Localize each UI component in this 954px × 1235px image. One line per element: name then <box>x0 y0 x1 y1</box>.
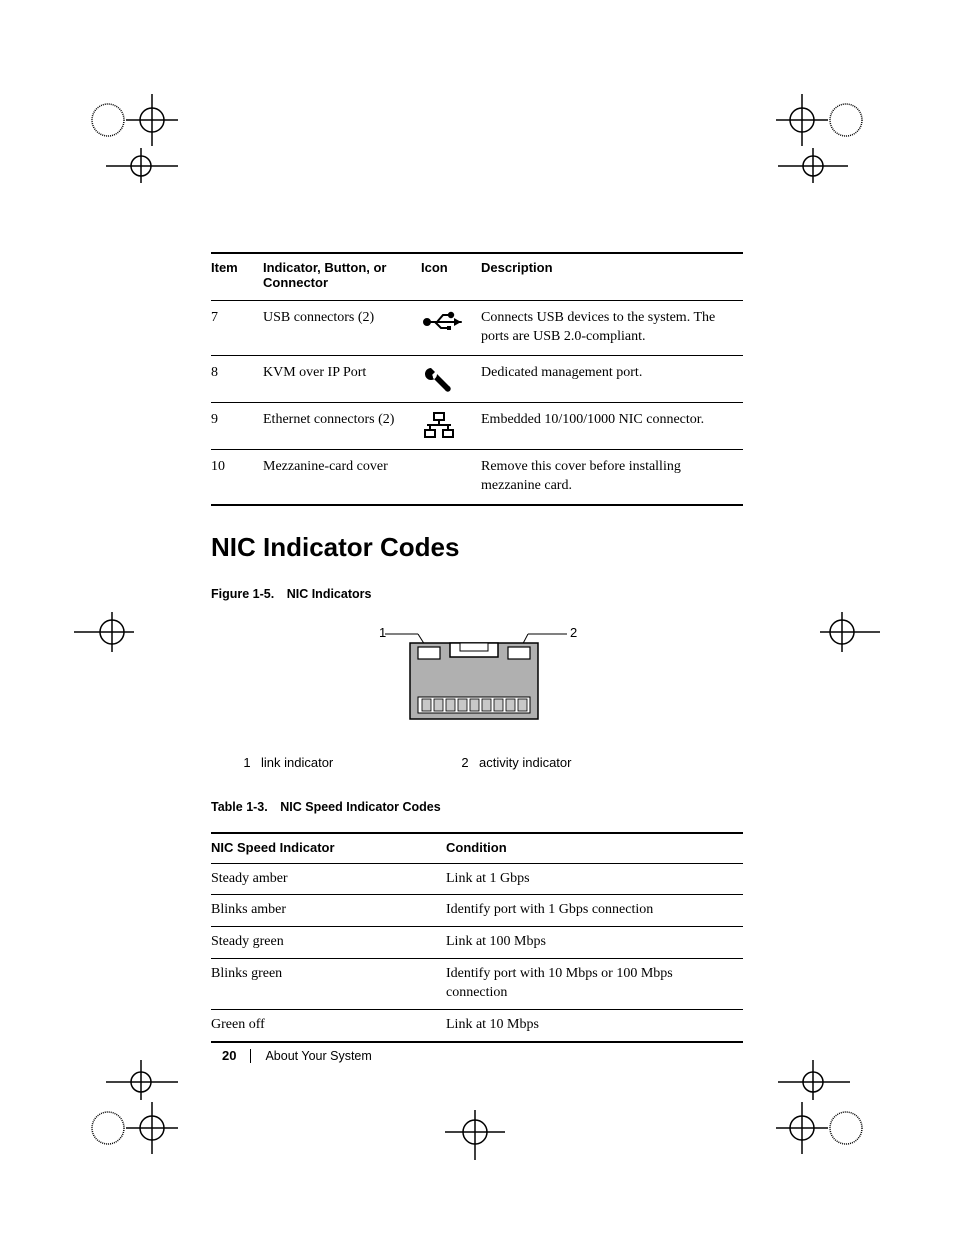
legend-label: link indicator <box>261 755 333 770</box>
cell-description: Embedded 10/100/1000 NIC connector. <box>481 402 743 449</box>
figure-legend: 1 link indicator 2 activity indicator <box>211 755 743 770</box>
table-row: Steady amber Link at 1 Gbps <box>211 863 743 895</box>
cell-item: 8 <box>211 355 263 402</box>
regmark-botcenter <box>440 1110 510 1170</box>
table-row: Blinks green Identify port with 10 Mbps … <box>211 959 743 1010</box>
network-icon <box>421 411 457 441</box>
regmark-midright <box>820 612 890 652</box>
figure-caption: Figure 1-5. NIC Indicators <box>211 587 743 601</box>
cell-description: Remove this cover before installing mezz… <box>481 449 743 504</box>
cell-condition: Identify port with 1 Gbps connection <box>446 895 743 927</box>
cell-item: 7 <box>211 301 263 356</box>
legend-num: 2 <box>451 755 479 770</box>
section-heading: NIC Indicator Codes <box>211 532 743 563</box>
regmark-midleft <box>64 612 134 652</box>
page-content: Item Indicator, Button, or Connector Ico… <box>211 252 743 1043</box>
callout-2-label: 2 <box>570 625 577 640</box>
table-header-row: NIC Speed Indicator Condition <box>211 833 743 864</box>
table-row: 8 KVM over IP Port Dedicated management … <box>211 355 743 402</box>
cell-description: Dedicated management port. <box>481 355 743 402</box>
cell-icon <box>421 402 481 449</box>
cell-indicator: Green off <box>211 1010 446 1042</box>
cell-condition: Link at 10 Mbps <box>446 1010 743 1042</box>
cell-indicator: Mezzanine-card cover <box>263 449 421 504</box>
th-description: Description <box>481 253 743 301</box>
cell-description: Connects USB devices to the system. The … <box>481 301 743 356</box>
th-indicator: Indicator, Button, or Connector <box>263 253 421 301</box>
legend-label: activity indicator <box>479 755 571 770</box>
cell-indicator: Blinks green <box>211 959 446 1010</box>
cell-indicator: Blinks amber <box>211 895 446 927</box>
cell-indicator: Ethernet connectors (2) <box>263 402 421 449</box>
th-icon: Icon <box>421 253 481 301</box>
cell-icon <box>421 449 481 504</box>
th-indicator: NIC Speed Indicator <box>211 833 446 864</box>
nic-figure: 1 2 <box>211 619 743 729</box>
cell-indicator: USB connectors (2) <box>263 301 421 356</box>
regmark-topleft <box>86 88 196 198</box>
table-row: 10 Mezzanine-card cover Remove this cove… <box>211 449 743 504</box>
cell-icon <box>421 301 481 356</box>
th-condition: Condition <box>446 833 743 864</box>
table-row: 7 USB connectors (2) <box>211 301 743 356</box>
regmark-botleft <box>86 1060 196 1170</box>
cell-icon <box>421 355 481 402</box>
wrench-icon <box>421 364 455 394</box>
cell-item: 10 <box>211 449 263 504</box>
th-item: Item <box>211 253 263 301</box>
page-number: 20 <box>222 1048 236 1063</box>
legend-item: 1 link indicator <box>211 755 451 770</box>
cell-item: 9 <box>211 402 263 449</box>
connector-table: Item Indicator, Button, or Connector Ico… <box>211 252 743 506</box>
table-row: Green off Link at 10 Mbps <box>211 1010 743 1042</box>
table-row: Steady green Link at 100 Mbps <box>211 927 743 959</box>
cell-condition: Link at 100 Mbps <box>446 927 743 959</box>
usb-icon <box>421 309 465 331</box>
cell-indicator: Steady green <box>211 927 446 959</box>
table-caption: Table 1-3. NIC Speed Indicator Codes <box>211 800 743 814</box>
chapter-name: About Your System <box>265 1049 371 1063</box>
table-row: Blinks amber Identify port with 1 Gbps c… <box>211 895 743 927</box>
regmark-botright <box>758 1060 868 1170</box>
legend-item: 2 activity indicator <box>451 755 571 770</box>
cell-condition: Link at 1 Gbps <box>446 863 743 895</box>
table-header-row: Item Indicator, Button, or Connector Ico… <box>211 253 743 301</box>
legend-num: 1 <box>233 755 261 770</box>
cell-condition: Identify port with 10 Mbps or 100 Mbps c… <box>446 959 743 1010</box>
table-row: 9 Ethernet connectors (2) <box>211 402 743 449</box>
cell-indicator: KVM over IP Port <box>263 355 421 402</box>
nic-speed-table: NIC Speed Indicator Condition Steady amb… <box>211 832 743 1043</box>
page-footer: 20 About Your System <box>222 1048 372 1063</box>
cell-indicator: Steady amber <box>211 863 446 895</box>
regmark-topright <box>758 88 868 198</box>
callout-1-label: 1 <box>379 625 386 640</box>
footer-separator <box>250 1049 251 1063</box>
